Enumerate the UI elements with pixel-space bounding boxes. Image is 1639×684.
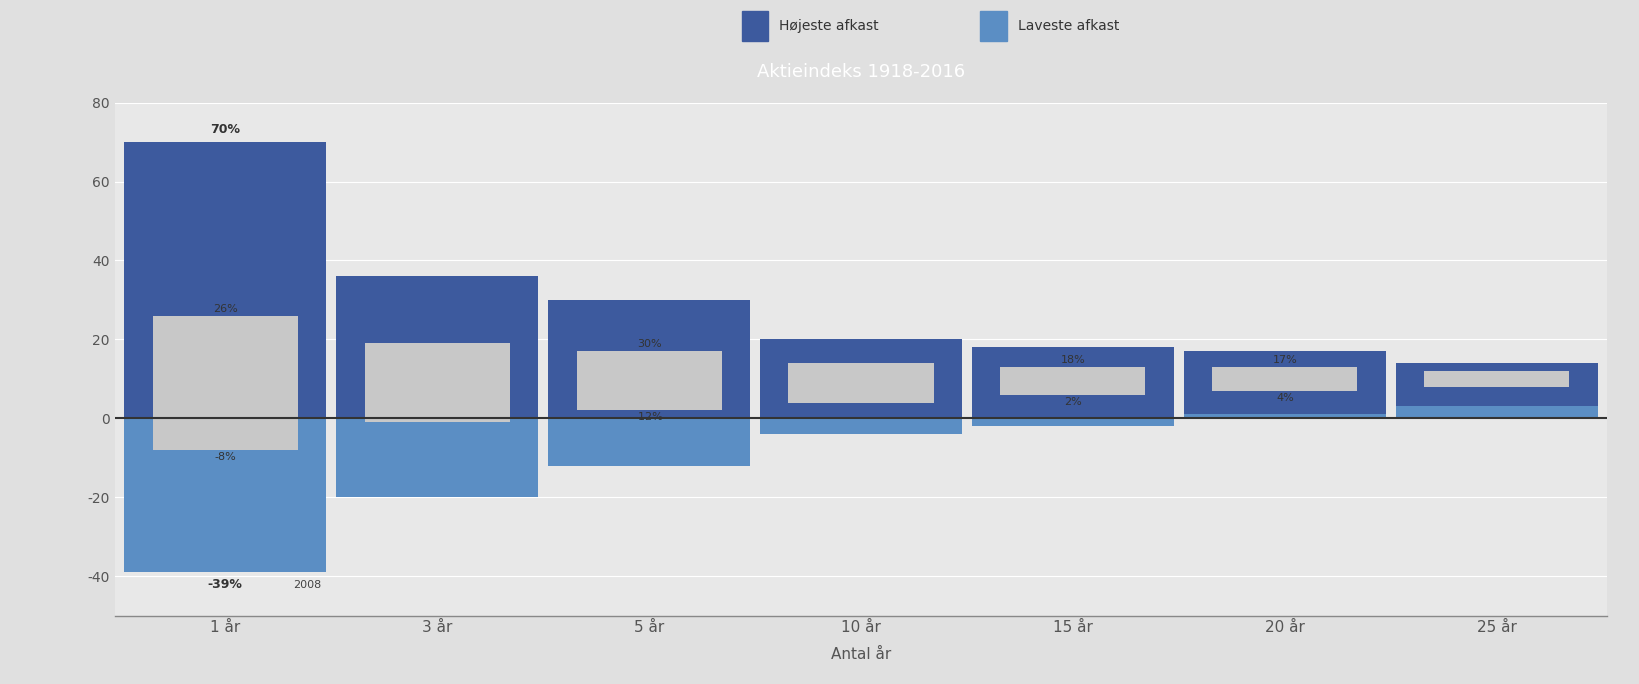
Bar (1183, 351, 1385, 419)
Bar (547, 419, 749, 466)
Bar (1211, 367, 1357, 391)
Text: Laveste afkast: Laveste afkast (1018, 18, 1118, 33)
Bar (1000, 367, 1144, 395)
Bar (336, 419, 538, 497)
Bar (1183, 415, 1385, 419)
Bar (125, 419, 326, 573)
Bar (152, 316, 297, 450)
Bar (788, 363, 933, 402)
Text: 18%: 18% (1060, 355, 1085, 365)
Bar (364, 343, 510, 422)
Bar (741, 10, 769, 40)
Bar (1395, 406, 1596, 419)
Bar (760, 339, 960, 419)
X-axis label: Antal år: Antal år (831, 646, 890, 661)
Text: 70%: 70% (210, 123, 239, 136)
Text: -12%: -12% (634, 412, 664, 423)
Text: 30%: 30% (636, 339, 661, 350)
Text: -39%: -39% (208, 578, 243, 591)
Bar (577, 351, 721, 410)
Bar (760, 419, 960, 434)
Text: 26%: 26% (213, 304, 238, 314)
Bar (1395, 363, 1596, 419)
Bar (972, 347, 1174, 419)
Text: Højeste afkast: Højeste afkast (779, 18, 879, 33)
Text: 4%: 4% (1275, 393, 1293, 403)
Bar (1424, 371, 1569, 386)
Text: 2008: 2008 (293, 580, 321, 590)
Bar (972, 419, 1174, 426)
Text: 2%: 2% (1064, 397, 1082, 406)
Bar (125, 142, 326, 419)
Bar (547, 300, 749, 419)
Bar (980, 10, 1006, 40)
Text: Aktieindeks 1918-2016: Aktieindeks 1918-2016 (757, 63, 964, 81)
Text: -8%: -8% (215, 452, 236, 462)
Text: 17%: 17% (1272, 355, 1296, 365)
Bar (336, 276, 538, 419)
